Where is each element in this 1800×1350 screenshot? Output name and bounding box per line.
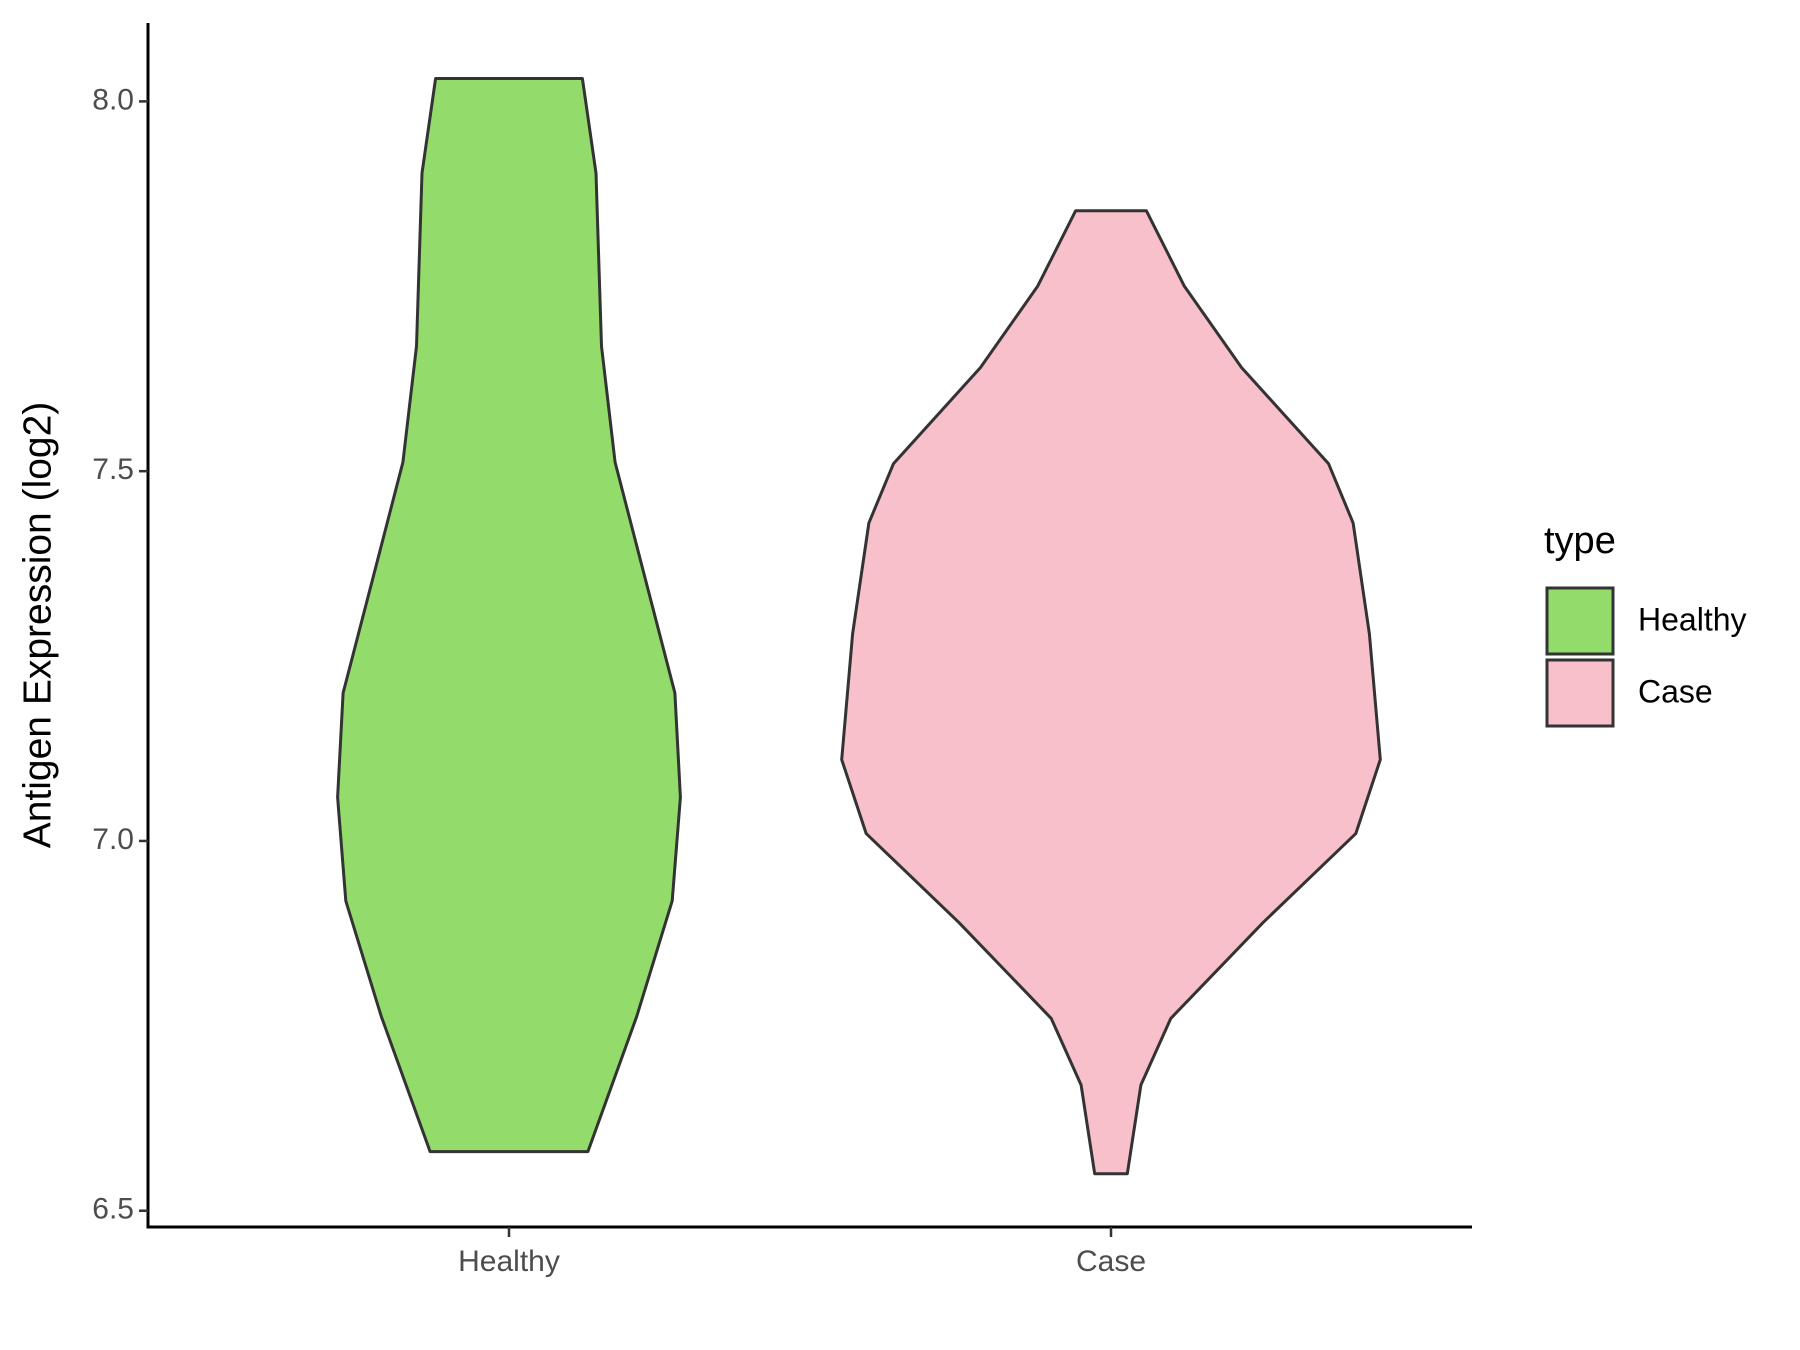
violin — [840, 209, 1382, 1176]
violin — [336, 77, 682, 1154]
legend-label: Healthy — [1638, 601, 1747, 637]
y-tick-label: 7.5 — [92, 453, 134, 486]
y-tick-label: 6.5 — [92, 1193, 134, 1226]
y-tick-label: 8.0 — [92, 83, 134, 116]
x-tick-label: Case — [1076, 1245, 1146, 1278]
x-tick-label: Healthy — [458, 1245, 560, 1278]
legend-title: type — [1544, 520, 1616, 562]
y-axis-title: Antigen Expression (log2) — [16, 402, 59, 849]
legend-key — [1545, 658, 1615, 728]
legend-key — [1545, 586, 1615, 656]
legend-label: Case — [1638, 673, 1713, 709]
y-tick-label: 7.0 — [92, 823, 134, 856]
